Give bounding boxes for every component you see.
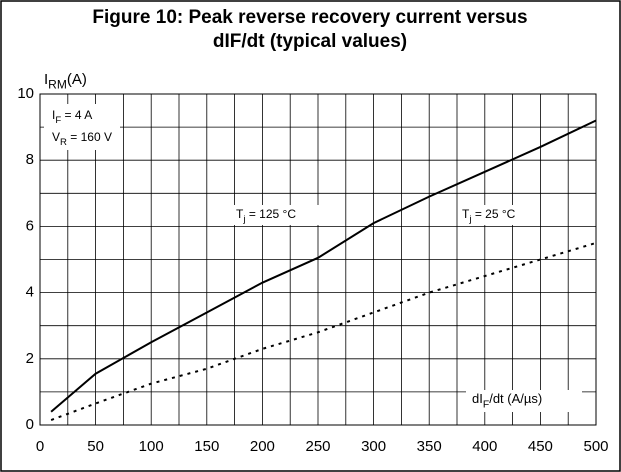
series-label-main: T bbox=[462, 207, 470, 221]
x-tick-label: 450 bbox=[528, 438, 553, 455]
series-label-rest: = 125 °C bbox=[245, 207, 296, 221]
condition: IF = 4 A bbox=[52, 108, 92, 126]
condition-sub: F bbox=[55, 115, 61, 126]
condition-main: I bbox=[52, 108, 55, 122]
series-label: Tj = 25 °C bbox=[462, 207, 516, 225]
label-bg bbox=[232, 205, 328, 225]
label-bg bbox=[458, 205, 538, 225]
label-bg bbox=[466, 390, 582, 412]
y-tick-label: 4 bbox=[26, 284, 34, 301]
x-tick-label: 300 bbox=[361, 438, 386, 455]
condition-main: V bbox=[52, 130, 60, 144]
condition-rest: = 160 V bbox=[67, 130, 112, 144]
x-tick-label: 400 bbox=[472, 438, 497, 455]
x-axis-label-rest: /dt (A/µs) bbox=[489, 391, 542, 406]
y-axis-label: IRM(A) bbox=[44, 71, 87, 91]
x-tick-label: 500 bbox=[583, 438, 608, 455]
x-axis-label-main: dI bbox=[472, 391, 483, 406]
x-tick-label: 350 bbox=[417, 438, 442, 455]
x-tick-label: 50 bbox=[87, 438, 104, 455]
series-label-sub: j bbox=[468, 214, 471, 225]
y-tick-label: 2 bbox=[26, 350, 34, 367]
series-label-main: T bbox=[236, 207, 244, 221]
y-axis-label-main: I bbox=[44, 71, 48, 88]
series-label: Tj = 125 °C bbox=[236, 207, 296, 225]
series-label-rest: = 25 °C bbox=[471, 207, 515, 221]
x-tick-label: 150 bbox=[194, 438, 219, 455]
x-axis-label-sub: F bbox=[483, 399, 489, 410]
x-tick-label: 250 bbox=[305, 438, 330, 455]
x-axis-label: dIF/dt (A/µs) bbox=[472, 391, 542, 410]
plot-border bbox=[39, 93, 597, 426]
y-tick-label: 6 bbox=[26, 217, 34, 234]
x-tick-label: 0 bbox=[36, 438, 44, 455]
y-tick-label: 10 bbox=[17, 85, 34, 102]
condition-rest: = 4 A bbox=[61, 108, 92, 122]
line bbox=[50, 241, 597, 421]
label-bg bbox=[44, 104, 120, 150]
y-axis-label-sub: RM bbox=[48, 77, 67, 91]
y-axis-label-rest: (A) bbox=[67, 71, 87, 88]
condition-sub: R bbox=[60, 137, 67, 148]
y-tick-label: 8 bbox=[26, 151, 34, 168]
line bbox=[50, 119, 597, 413]
x-tick-label: 200 bbox=[250, 438, 275, 455]
series-label-sub: j bbox=[242, 214, 245, 225]
condition: VR = 160 V bbox=[52, 130, 112, 148]
y-tick-label: 0 bbox=[26, 416, 34, 433]
chart-title: dIF/dt (typical values) bbox=[213, 31, 407, 52]
x-tick-label: 100 bbox=[139, 438, 164, 455]
chart-title: Figure 10: Peak reverse recovery current… bbox=[92, 7, 527, 28]
